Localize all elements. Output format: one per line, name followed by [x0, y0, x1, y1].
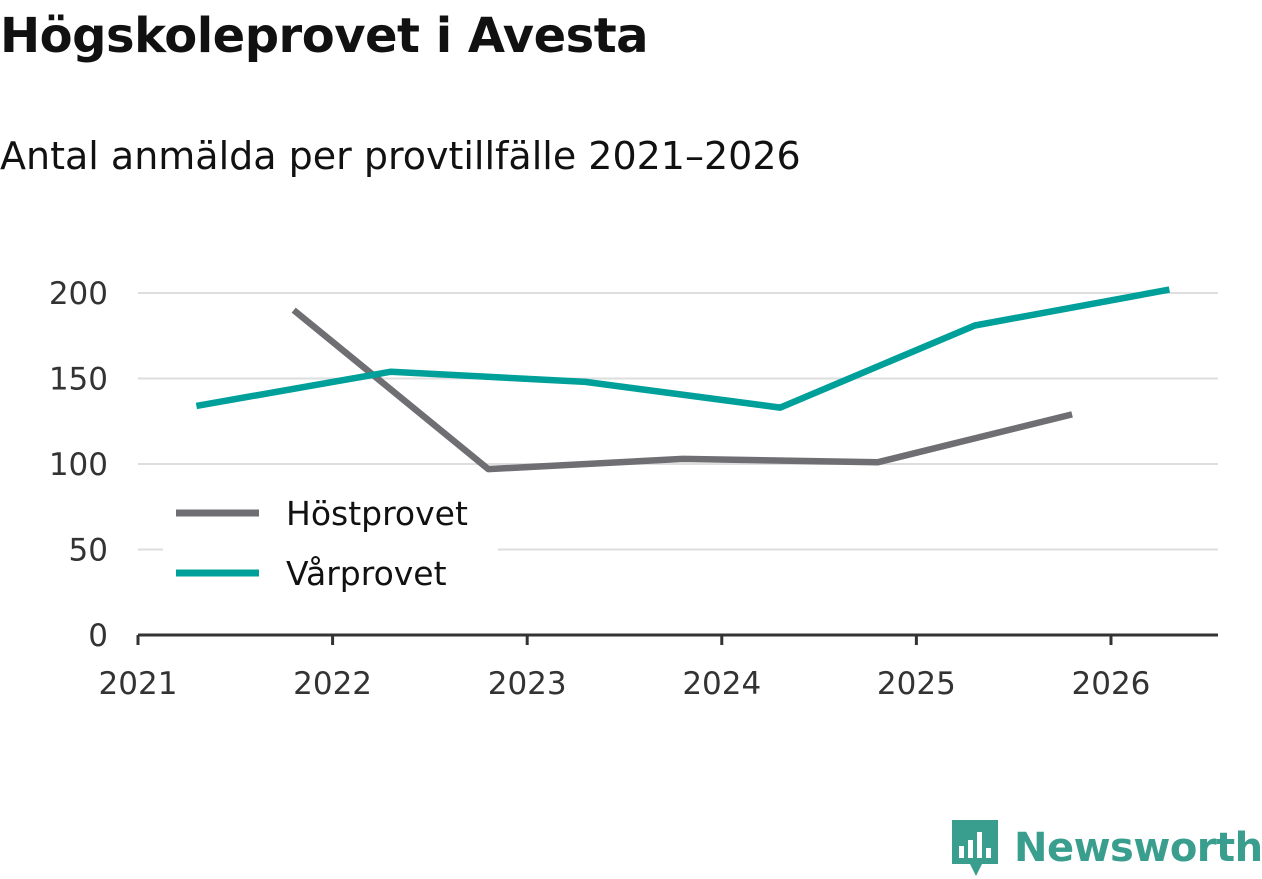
chart-subtitle: Antal anmälda per provtillfälle 2021–202…: [0, 134, 801, 178]
y-tick-label: 200: [49, 276, 108, 312]
axes: 0 50 100 150 200 2021 2022 2023 2024 2025 2026: [49, 276, 1218, 702]
newsworthy-brand: Newsworthy: [950, 818, 1262, 878]
x-tick-label: 2024: [682, 666, 761, 702]
series-lines: [195, 286, 1170, 473]
x-tick-label: 2023: [488, 666, 567, 702]
legend-label: Höstprovet: [286, 494, 468, 533]
y-tick-label: 50: [69, 533, 108, 569]
x-tick-label: 2022: [293, 666, 372, 702]
x-tick-label: 2021: [99, 666, 178, 702]
y-tick-label: 150: [49, 362, 108, 398]
legend-background: [163, 488, 498, 606]
x-tick-label: 2025: [877, 666, 956, 702]
legend-label: Vårprovet: [286, 554, 447, 593]
x-tick-label: 2026: [1072, 666, 1151, 702]
legend: Höstprovet Vårprovet: [163, 488, 498, 606]
newsworthy-logo-icon: [952, 820, 998, 876]
brand-name: Newsworthy: [1014, 825, 1262, 871]
y-tick-label: 100: [49, 447, 108, 483]
y-tick-label: 0: [88, 618, 108, 654]
series-line-varprovet: [195, 286, 1170, 411]
chart-title: Högskoleprovet i Avesta: [0, 8, 649, 64]
series-line-hostprovet: [291, 307, 1073, 473]
